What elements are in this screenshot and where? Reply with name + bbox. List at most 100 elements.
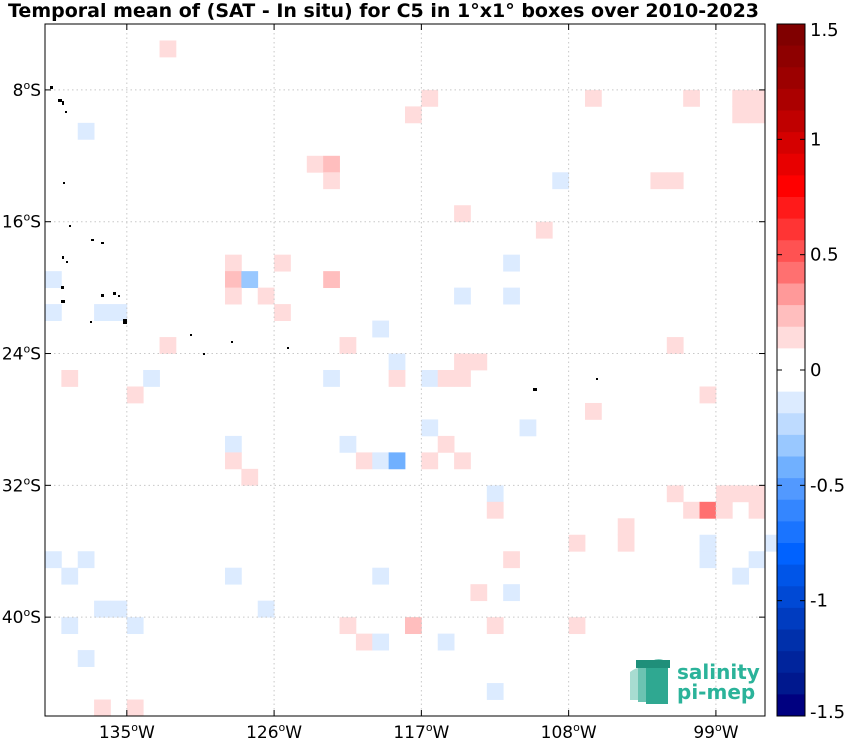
data-box: [225, 287, 242, 305]
colorbar-segment: [777, 175, 805, 198]
data-box: [486, 485, 504, 503]
data-box: [339, 617, 357, 635]
data-box: [126, 386, 144, 404]
colorbar-segment: [777, 348, 805, 371]
colorbar-segment: [777, 456, 805, 479]
data-box: [535, 221, 553, 239]
data-box: [94, 699, 111, 717]
data-box: [159, 337, 177, 354]
data-box: [683, 501, 700, 519]
data-box: [732, 485, 750, 503]
data-box: [732, 106, 750, 124]
colorbar-segment: [777, 434, 805, 457]
data-box: [437, 435, 455, 453]
data-box: [568, 617, 586, 635]
data-box: [45, 551, 62, 569]
data-box: [323, 155, 340, 173]
colorbar-segment: [777, 607, 805, 630]
data-box: [699, 551, 717, 569]
data-box: [732, 567, 750, 585]
colorbar-segment: [777, 413, 805, 436]
logo-wave-icon: [630, 659, 670, 704]
colorbar-segment: [777, 586, 805, 609]
data-box: [110, 304, 128, 321]
colorbar-segment: [777, 694, 805, 717]
data-box: [503, 584, 520, 602]
salinity-pi-mep-logo: salinity pi-mep: [630, 659, 760, 704]
colorbar-segment: [777, 564, 805, 587]
data-box: [110, 600, 128, 618]
data-box: [372, 633, 390, 651]
x-tick-label: 126oW: [246, 721, 302, 740]
colorbar-segment: [777, 67, 805, 90]
plot-frame: [44, 23, 766, 717]
data-box: [454, 205, 471, 223]
colorbar-segment: [777, 45, 805, 68]
colorbar-segment: [777, 240, 805, 263]
colorbar-label: 0: [810, 360, 821, 381]
data-box: [274, 304, 291, 321]
data-box: [45, 271, 62, 289]
colorbar-segment: [777, 88, 805, 111]
data-box: [77, 551, 95, 569]
data-box: [552, 172, 570, 190]
y-tick-label: 16oS: [2, 211, 41, 233]
logo-line1: salinity: [677, 660, 760, 684]
data-box: [454, 452, 471, 470]
colorbar-segment: [777, 153, 805, 176]
data-box: [372, 452, 390, 470]
data-box: [503, 551, 520, 569]
data-box: [650, 172, 668, 190]
data-box: [421, 419, 439, 437]
data-box: [421, 89, 439, 107]
data-box: [159, 40, 177, 58]
data-box: [323, 370, 340, 387]
data-box: [699, 534, 717, 552]
data-box: [241, 468, 259, 486]
data-box: [454, 287, 471, 305]
colorbar: 1.5 1 0.5 0 -0.5 -1 -1.5: [776, 20, 845, 723]
colorbar-segment: [777, 651, 805, 674]
colorbar-segment: [777, 110, 805, 133]
data-box: [225, 271, 242, 289]
data-box: [355, 452, 373, 470]
x-tick-label: 117oW: [393, 721, 449, 740]
data-box: [61, 370, 79, 387]
data-box: [77, 122, 95, 140]
data-box: [715, 501, 733, 519]
x-tick-label: 99oW: [693, 721, 738, 740]
colorbar-segment: [777, 629, 805, 652]
colorbar-segment: [777, 521, 805, 544]
colorbar-segment: [777, 283, 805, 306]
data-box: [454, 353, 471, 371]
colorbar-label: 1: [810, 129, 821, 150]
data-box: [388, 452, 406, 470]
data-box: [568, 534, 586, 552]
colorbar-segment: [777, 326, 805, 349]
data-box: [486, 501, 504, 519]
data-box: [699, 386, 717, 404]
data-box: [748, 485, 766, 503]
data-box: [437, 370, 455, 387]
data-box: [486, 683, 504, 700]
islands: [50, 86, 598, 391]
data-box: [748, 106, 766, 124]
data-boxes: [45, 40, 782, 717]
logo-line2: pi-mep: [677, 680, 755, 704]
data-box: [454, 370, 471, 387]
data-box: [339, 435, 357, 453]
x-tick-label: 108oW: [541, 721, 597, 740]
data-box: [617, 534, 635, 552]
data-box: [94, 304, 111, 321]
data-box: [126, 699, 144, 717]
data-box: [225, 435, 242, 453]
data-box: [503, 254, 520, 272]
colorbar-segment: [777, 24, 805, 47]
data-box: [715, 485, 733, 503]
y-tick-label: 32oS: [2, 474, 41, 496]
data-box: [748, 89, 766, 107]
data-box: [666, 485, 684, 503]
data-box: [470, 584, 488, 602]
data-box: [666, 172, 684, 190]
